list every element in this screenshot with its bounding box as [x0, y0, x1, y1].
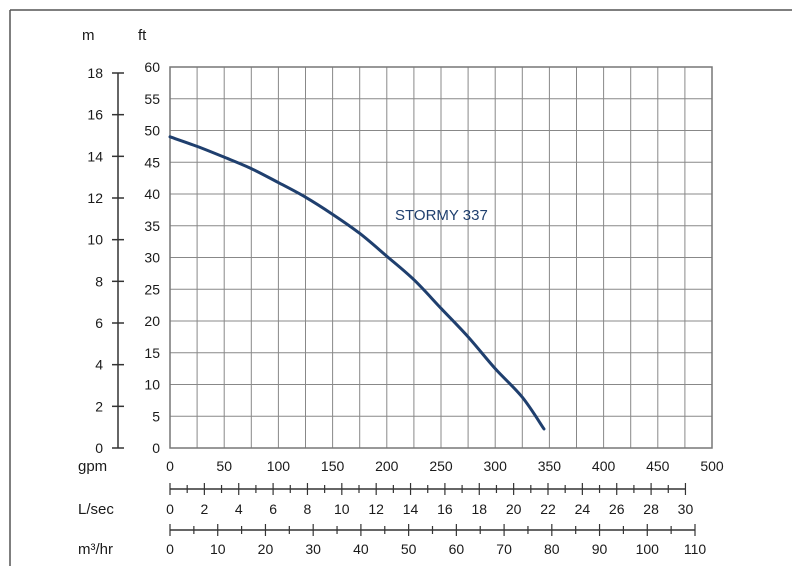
lsec-axis: 0 2 4 6 8 10 12 14 16 18 20 22 24 26 28 30	[166, 483, 693, 517]
m3hr-tick-label: 30	[305, 541, 321, 557]
m3hr-axis: 0 10 20 30 40 50 60 70 80 90 100 110	[166, 524, 706, 557]
m3hr-tick-label: 50	[401, 541, 417, 557]
ft-tick-label: 60	[144, 59, 160, 75]
series-line-stormy-337	[168, 135, 546, 431]
gpm-tick-label: 150	[321, 458, 345, 474]
series-label-stormy-337: STORMY 337	[395, 207, 488, 224]
ft-axis: 0 5 10 15 20 25 30 35 40 45 50 55 60	[144, 59, 160, 456]
gpm-tick-label: 100	[267, 458, 291, 474]
m3hr-tick-label: 40	[353, 541, 369, 557]
m-tick-label: 14	[87, 148, 103, 164]
ft-tick-label: 15	[144, 345, 160, 361]
lsec-tick-label: 10	[334, 501, 350, 517]
m3hr-tick-label: 0	[166, 541, 174, 557]
lsec-tick-label: 26	[609, 501, 625, 517]
lsec-tick-label: 16	[437, 501, 453, 517]
m3hr-tick-label: 110	[684, 541, 707, 557]
m-tick-label: 4	[95, 357, 103, 373]
gpm-axis: 0 50 100 150 200 250 300 350 400 450 500	[166, 458, 724, 474]
gpm-tick-label: 50	[216, 458, 232, 474]
ft-tick-label: 25	[144, 281, 160, 297]
lsec-tick-label: 2	[200, 501, 208, 517]
gpm-tick-label: 400	[592, 458, 616, 474]
ft-tick-label: 50	[144, 123, 160, 139]
lsec-tick-label: 30	[678, 501, 694, 517]
lsec-axis-label: L/sec	[78, 501, 114, 518]
m3hr-axis-label: m³/hr	[78, 541, 113, 558]
ft-tick-label: 5	[152, 408, 160, 424]
plot-grid	[169, 66, 713, 449]
ft-tick-label: 10	[144, 377, 160, 393]
m-tick-label: 16	[87, 107, 103, 123]
gpm-tick-label: 300	[484, 458, 508, 474]
lsec-tick-label: 12	[368, 501, 384, 517]
m-axis-label: m	[82, 27, 95, 44]
lsec-tick-label: 20	[506, 501, 522, 517]
gpm-tick-label: 200	[375, 458, 399, 474]
gpm-axis-label: gpm	[78, 458, 107, 475]
gpm-tick-label: 350	[538, 458, 562, 474]
ft-tick-label: 30	[144, 250, 160, 266]
plot-frame	[169, 66, 713, 449]
lsec-tick-label: 8	[304, 501, 312, 517]
lsec-tick-label: 6	[269, 501, 277, 517]
ft-tick-label: 45	[144, 154, 160, 170]
m3hr-tick-label: 90	[592, 541, 608, 557]
ft-tick-label: 35	[144, 218, 160, 234]
lsec-tick-label: 22	[540, 501, 556, 517]
gpm-tick-label: 250	[429, 458, 453, 474]
lsec-tick-label: 24	[575, 501, 591, 517]
m3hr-tick-label: 60	[449, 541, 465, 557]
ft-tick-label: 40	[144, 186, 160, 202]
gpm-tick-label: 0	[166, 458, 174, 474]
ft-tick-label: 20	[144, 313, 160, 329]
m3hr-tick-label: 70	[496, 541, 512, 557]
lsec-tick-label: 0	[166, 501, 174, 517]
ft-axis-label: ft	[138, 27, 147, 44]
m3hr-tick-label: 80	[544, 541, 560, 557]
m-tick-label: 2	[95, 398, 103, 414]
m-tick-label: 18	[87, 65, 103, 81]
m-tick-label: 0	[95, 440, 103, 456]
m-tick-label: 10	[87, 232, 103, 248]
m-tick-label: 6	[95, 315, 103, 331]
m-tick-label: 8	[95, 273, 103, 289]
m3hr-tick-label: 10	[210, 541, 226, 557]
lsec-tick-label: 4	[235, 501, 243, 517]
lsec-tick-label: 14	[403, 501, 419, 517]
m-tick-label: 12	[87, 190, 103, 206]
m3hr-tick-label: 100	[636, 541, 660, 557]
m-axis: 0 2 4 6 8 10 12 14 16 18	[87, 65, 124, 456]
lsec-tick-label: 28	[643, 501, 659, 517]
gpm-tick-label: 500	[700, 458, 724, 474]
lsec-tick-label: 18	[471, 501, 487, 517]
ft-tick-label: 55	[144, 91, 160, 107]
gpm-tick-label: 450	[646, 458, 670, 474]
ft-tick-label: 0	[152, 440, 160, 456]
m3hr-tick-label: 20	[258, 541, 274, 557]
